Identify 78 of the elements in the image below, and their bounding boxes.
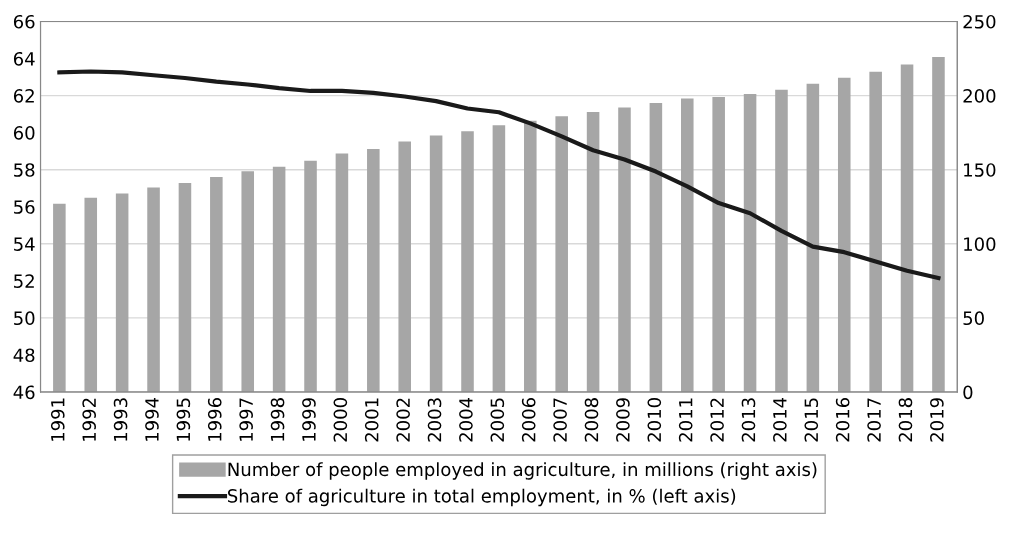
bar [555, 116, 568, 393]
y-tick-label: 54 [14, 237, 35, 251]
x-tick-label: 1998 [270, 398, 285, 441]
bar [272, 166, 286, 393]
x-tick-label: 2008 [584, 398, 599, 442]
bar [618, 107, 631, 393]
bar [837, 77, 851, 393]
y2-tick-label: 200 [963, 89, 996, 103]
bar [649, 103, 663, 393]
x-tick-label: 2001 [364, 398, 379, 442]
bar [84, 197, 98, 393]
x-tick-label: 2002 [396, 398, 410, 442]
x-tick-label: 2018 [898, 398, 913, 442]
x-tick-label: 2015 [804, 398, 819, 442]
bar [681, 98, 694, 393]
x-tick-label: 2007 [553, 398, 567, 442]
y-tick-label: 46 [13, 385, 35, 400]
x-tick-label: 1999 [302, 398, 316, 441]
bar [775, 89, 788, 393]
y-tick-label: 62 [13, 89, 34, 103]
x-tick-label: 2000 [333, 398, 348, 442]
x-tick-label: 2004 [459, 397, 473, 442]
bar [147, 187, 160, 393]
x-tick-label: 1996 [207, 398, 222, 441]
y-tick-label: 56 [14, 200, 35, 214]
bar [210, 177, 223, 393]
y-tick-label: 52 [14, 274, 34, 288]
bar [524, 120, 537, 393]
bar [115, 193, 129, 393]
y2-tick-label: 250 [963, 14, 996, 29]
bar [586, 111, 600, 393]
x-tick-label: 2013 [741, 398, 756, 442]
line-series [57, 69, 941, 281]
bar [53, 203, 66, 393]
x-tick-label: 2003 [427, 398, 442, 442]
bar [178, 183, 192, 393]
x-tick-label: 2014 [773, 397, 787, 442]
bar [461, 131, 474, 393]
x-tick-label: 2009 [616, 398, 630, 442]
y2-tick-label: 100 [964, 237, 996, 251]
bar [869, 71, 882, 393]
bar [743, 94, 757, 393]
y-tick-label: 64 [13, 51, 35, 66]
y-tick-label: 58 [14, 163, 35, 177]
x-tick-label: 1992 [82, 398, 96, 441]
bar [304, 160, 317, 393]
x-tick-label: 2006 [521, 398, 536, 442]
bar [335, 153, 349, 393]
bar [806, 83, 820, 393]
x-tick-label: 2011 [678, 398, 693, 442]
bar [492, 125, 506, 393]
x-tick-label: 1993 [113, 398, 128, 441]
bar [712, 97, 725, 393]
x-tick-label: 2016 [835, 398, 850, 442]
y-tick-label: 60 [13, 126, 35, 140]
x-tick-label: 2019 [930, 398, 944, 442]
y-tick-label: 66 [13, 14, 35, 29]
y2-tick-label: 150 [964, 163, 996, 177]
x-tick-label: 1991 [50, 398, 65, 441]
bar [429, 135, 443, 393]
y-tick-label: 48 [13, 348, 35, 363]
bar [241, 171, 255, 393]
y-tick-label: 50 [14, 311, 35, 326]
x-tick-label: 2017 [867, 398, 881, 442]
x-tick-label: 2005 [490, 398, 505, 442]
x-tick-label: 1994 [145, 397, 159, 441]
legend-label: Number of people employed in agriculture, in millions (right axis) [228, 462, 817, 480]
x-tick-label: 1995 [176, 398, 191, 441]
bar [900, 64, 914, 393]
x-tick-label: 1997 [239, 398, 253, 441]
bar [398, 141, 411, 393]
bar [932, 57, 945, 393]
legend-label: Share of agriculture in total employment, in % (left axis) [227, 488, 736, 507]
y2-tick-label: 0 [963, 385, 973, 400]
x-tick-label: 2010 [647, 398, 662, 442]
bar [367, 148, 380, 393]
x-tick-label: 2012 [710, 398, 724, 442]
y2-tick-label: 50 [963, 311, 984, 326]
